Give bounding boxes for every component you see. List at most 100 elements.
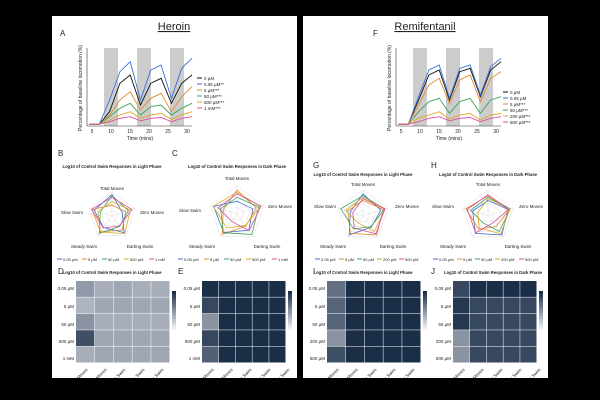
radar-series [344,196,386,233]
colorbar-step [288,313,292,315]
heatmap-row-label: 200 μM [310,339,325,344]
heatmap-row-label: 5 μM [190,304,200,309]
heroin-line-chart: Percentage of baseline locomotion (%) 5 … [78,45,225,142]
x-tick: 30 [493,129,499,135]
colorbar-step [172,315,176,317]
x-tick: 15 [127,129,133,135]
radar-axis-label: Darting Swim [127,244,154,249]
remifentanil-figure: Remifentanil F Percentage of baseline lo… [309,21,544,378]
heatmap-row-label: 50 μM [187,322,200,327]
heatmap-row-label: 5 μM [64,304,74,309]
heatmap-cell [486,346,503,363]
radar-spoke [236,205,264,215]
series-line [89,57,193,125]
remifentanil-radar-light [338,189,388,238]
heatmap-col-label: Total Moves [445,367,466,378]
heatmap-cell [486,297,503,314]
heatmap-cell [402,330,421,347]
heatmap-cell [364,313,383,330]
colorbar-step [288,311,292,313]
radar-axis-label: Slow Swim [179,208,201,213]
heatmap-light-title: Log10 of Control Swim Responses in Light… [63,270,163,275]
colorbar-step [423,317,427,319]
colorbar-step [423,301,427,303]
heatmap-cell [94,346,114,363]
radar-axis-label: Darting Swim [254,244,281,249]
heatmap-row-label: 500 μM [310,356,325,361]
colorbar-step [423,311,427,313]
heatmap-cell [327,330,346,347]
heatmap-cell [252,313,269,330]
colorbar-step [539,303,543,305]
x-axis-label: Time (mins) [127,136,154,142]
heatmap-cell [520,346,537,363]
heatmap-col-label: Total Moves [68,367,89,378]
heatmap-cell [202,346,219,363]
remifentanil-line-chart: Percentage of baseline locomotion (%) 5 … [387,45,531,142]
heatmap-cell [151,313,170,330]
heatmap-cell [503,281,520,297]
colorbar-step [539,313,543,315]
heatmap-col-label: Zero Moves [87,367,108,378]
colorbar-step [172,307,176,309]
radar-grid [338,189,388,238]
legend-item: 50 μM*** [204,94,222,99]
colorbar-step [539,315,543,317]
heroin-figure: Heroin A Percentage of baseline locomoti… [57,21,293,378]
radar-axis-label: Slow Swim [61,210,83,215]
heatmap-cell [269,313,286,330]
heatmap-cell [327,281,346,297]
radar-spoke [236,213,254,237]
heatmap-col-label: Darting Swim [104,367,127,378]
heatmap-cell [113,346,132,363]
heatmap-cell [364,346,383,363]
heatmap-cell [469,281,487,297]
heatmap-row-label: 5 μM [441,304,451,309]
colorbar-step [172,323,176,325]
heatmap-row-label: 50 μM [312,322,325,327]
colorbar-step [423,299,427,301]
legend-item: 0 μM [204,76,214,81]
heatmap-cell [402,313,421,330]
heatmap-cell [218,313,236,330]
radar-axis-label: Total Moves [476,182,501,187]
heatmap-cell [364,281,383,297]
heatmap-cell [94,297,114,314]
radar-axis-label: Steady Swim [320,244,347,249]
series-line [89,111,193,125]
radar-axis-label: Slow Swim [432,204,454,209]
heatmap-cell [327,297,346,314]
colorbar-step [288,321,292,323]
heatmap-cell [453,297,470,314]
colorbar-step [288,307,292,309]
colorbar-step [423,303,427,305]
heatmap-col-label: Zero Moves [464,367,485,378]
remifentanil-panel: Remifentanil F Percentage of baseline lo… [303,16,548,378]
colorbar-step [288,295,292,297]
colorbar-step [423,305,427,307]
heatmap-dark-title: Log10 of Control Swim Responses in Dark … [444,270,543,275]
heroin-heatmap-dark [202,281,292,363]
heatmap-cell [453,281,470,297]
legend-item: 5 μM [210,257,219,262]
heatmap-cell [486,281,503,297]
legend-item: 5 μM [463,257,472,262]
radar-axis-label: Darting Swim [380,244,407,249]
colorbar-step [172,295,176,297]
heatmap-col-label: Slow Swim [397,367,416,378]
heatmap-cell [269,297,286,314]
radar-series [477,198,511,235]
colorbar-step [172,311,176,313]
radar-series [91,204,127,233]
legend-item: 50 μM [230,257,241,262]
x-axis-label: Time (mins) [436,136,463,142]
heatmap-row-label: 5 μM [315,304,325,309]
heatmap-cell [151,346,170,363]
colorbar-step [539,307,543,309]
radar-dark-title: Log10 of Control Swim Responses in Dark … [188,164,287,169]
colorbar-step [539,317,543,319]
colorbar-step [288,309,292,311]
heatmap-cell [269,346,286,363]
label-e: E [178,267,183,276]
light-phase-band [479,48,493,126]
